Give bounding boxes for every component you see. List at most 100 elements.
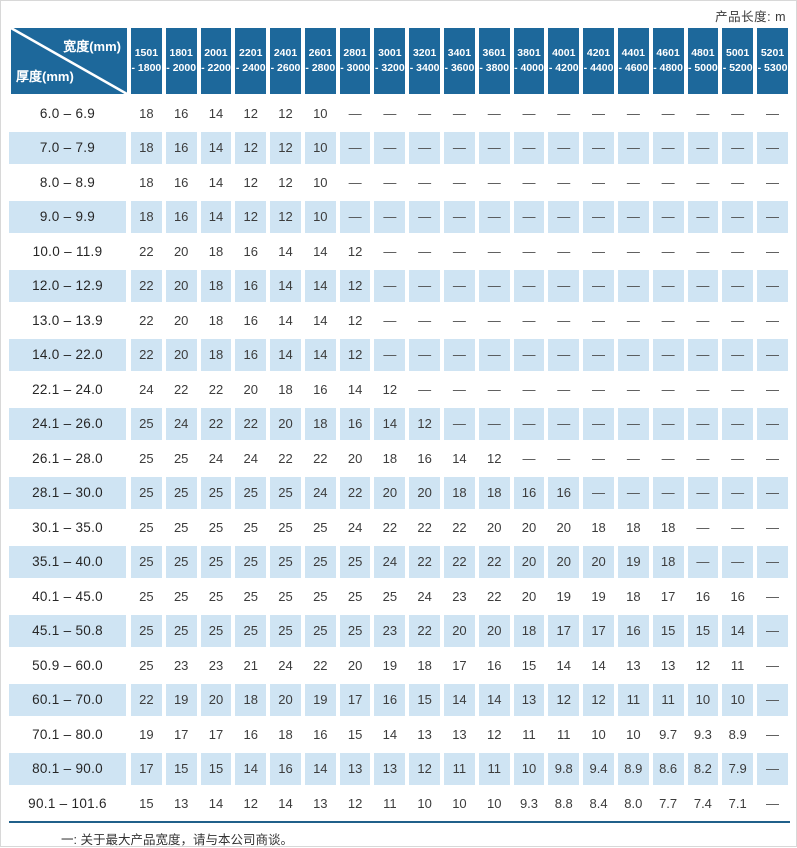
thickness-range-label: 30.1 – 35.0: [9, 510, 129, 545]
no-data-cell: —: [755, 96, 790, 131]
table-row: 6.0 – 6.9 18 16 14 12 12 10— — — — — — — — — — — — —: [9, 96, 790, 131]
table-row: 24.1 – 26.0 25 24 22 22 20 18 16 14 12— — — — — — — — — —: [9, 406, 790, 441]
table-row: 10.0 – 11.9 22 20 18 16 14 14 12— — — — — — — — — — — —: [9, 234, 790, 269]
table-row: 8.0 – 8.9 18 16 14 12 12 10— — — — — — — — — — — — —: [9, 165, 790, 200]
data-cell: 14: [302, 268, 338, 303]
data-cell: 18: [476, 475, 512, 510]
data-cell: 25: [233, 510, 269, 545]
data-cell: 25: [233, 613, 269, 648]
no-data-cell: —: [615, 441, 651, 476]
no-data-cell: —: [615, 268, 651, 303]
no-data-cell: —: [650, 96, 686, 131]
data-cell: 15: [163, 751, 199, 786]
no-data-cell: —: [407, 130, 443, 165]
data-cell: 14: [198, 130, 234, 165]
no-data-cell: —: [755, 130, 790, 165]
data-cell: 19: [129, 717, 164, 752]
width-range-header: 2401- 2600: [268, 26, 303, 96]
data-cell: 12: [337, 268, 373, 303]
no-data-cell: —: [650, 372, 686, 407]
data-cell: 19: [163, 682, 199, 717]
data-cell: 22: [163, 372, 199, 407]
no-data-cell: —: [511, 406, 547, 441]
thickness-range-label: 60.1 – 70.0: [9, 682, 129, 717]
data-cell: 20: [337, 441, 373, 476]
no-data-cell: —: [546, 130, 582, 165]
data-cell: 15: [337, 717, 373, 752]
no-data-cell: —: [511, 165, 547, 200]
width-range-header: 3601- 3800: [476, 26, 512, 96]
data-cell: 18: [302, 406, 338, 441]
data-cell: 20: [546, 544, 582, 579]
no-data-cell: —: [685, 165, 721, 200]
data-cell: 20: [268, 406, 303, 441]
data-cell: 22: [442, 544, 477, 579]
data-cell: 25: [337, 579, 373, 614]
data-cell: 12: [233, 165, 269, 200]
no-data-cell: —: [650, 130, 686, 165]
no-data-cell: —: [546, 337, 582, 372]
no-data-cell: —: [581, 165, 616, 200]
data-cell: 25: [337, 544, 373, 579]
data-cell: 20: [372, 475, 408, 510]
no-data-cell: —: [476, 199, 512, 234]
data-cell: 16: [233, 234, 269, 269]
no-data-cell: —: [476, 337, 512, 372]
data-cell: 22: [476, 544, 512, 579]
no-data-cell: —: [511, 303, 547, 338]
no-data-cell: —: [685, 96, 721, 131]
data-cell: 25: [129, 441, 164, 476]
width-range-header: 3001- 3200: [372, 26, 408, 96]
data-cell: 16: [302, 717, 338, 752]
data-cell: 10: [302, 96, 338, 131]
no-data-cell: —: [685, 199, 721, 234]
no-data-cell: —: [720, 303, 756, 338]
data-cell: 20: [337, 648, 373, 683]
data-cell: 24: [302, 475, 338, 510]
data-cell: 12: [337, 234, 373, 269]
data-cell: 22: [129, 337, 164, 372]
width-range-header: 2001- 2200: [198, 26, 234, 96]
data-cell: 12: [233, 199, 269, 234]
data-cell: 25: [163, 441, 199, 476]
data-cell: 17: [198, 717, 234, 752]
data-cell: 16: [163, 199, 199, 234]
data-cell: 14: [442, 441, 477, 476]
no-data-cell: —: [407, 303, 443, 338]
data-cell: 14: [268, 786, 303, 821]
data-cell: 18: [268, 717, 303, 752]
data-cell: 24: [407, 579, 443, 614]
data-cell: 25: [163, 613, 199, 648]
data-cell: 22: [302, 648, 338, 683]
thickness-range-label: 13.0 – 13.9: [9, 303, 129, 338]
no-data-cell: —: [581, 406, 616, 441]
width-range-header: 5001- 5200: [720, 26, 756, 96]
no-data-cell: —: [650, 165, 686, 200]
no-data-cell: —: [581, 303, 616, 338]
data-cell: 20: [511, 510, 547, 545]
no-data-cell: —: [407, 199, 443, 234]
data-cell: 15: [511, 648, 547, 683]
width-range-header: 2801- 3000: [337, 26, 373, 96]
no-data-cell: —: [685, 130, 721, 165]
data-cell: 18: [129, 96, 164, 131]
data-cell: 18: [198, 337, 234, 372]
no-data-cell: —: [337, 96, 373, 131]
no-data-cell: —: [581, 441, 616, 476]
data-cell: 25: [372, 579, 408, 614]
data-cell: 16: [511, 475, 547, 510]
no-data-cell: —: [581, 372, 616, 407]
data-cell: 17: [546, 613, 582, 648]
data-cell: 25: [268, 579, 303, 614]
data-cell: 24: [372, 544, 408, 579]
data-cell: 14: [198, 165, 234, 200]
no-data-cell: —: [720, 130, 756, 165]
data-cell: 18: [129, 199, 164, 234]
data-cell: 7.9: [720, 751, 756, 786]
data-cell: 8.8: [546, 786, 582, 821]
data-cell: 16: [685, 579, 721, 614]
data-cell: 24: [233, 441, 269, 476]
thickness-range-label: 9.0 – 9.9: [9, 199, 129, 234]
data-cell: 12: [685, 648, 721, 683]
no-data-cell: —: [337, 165, 373, 200]
